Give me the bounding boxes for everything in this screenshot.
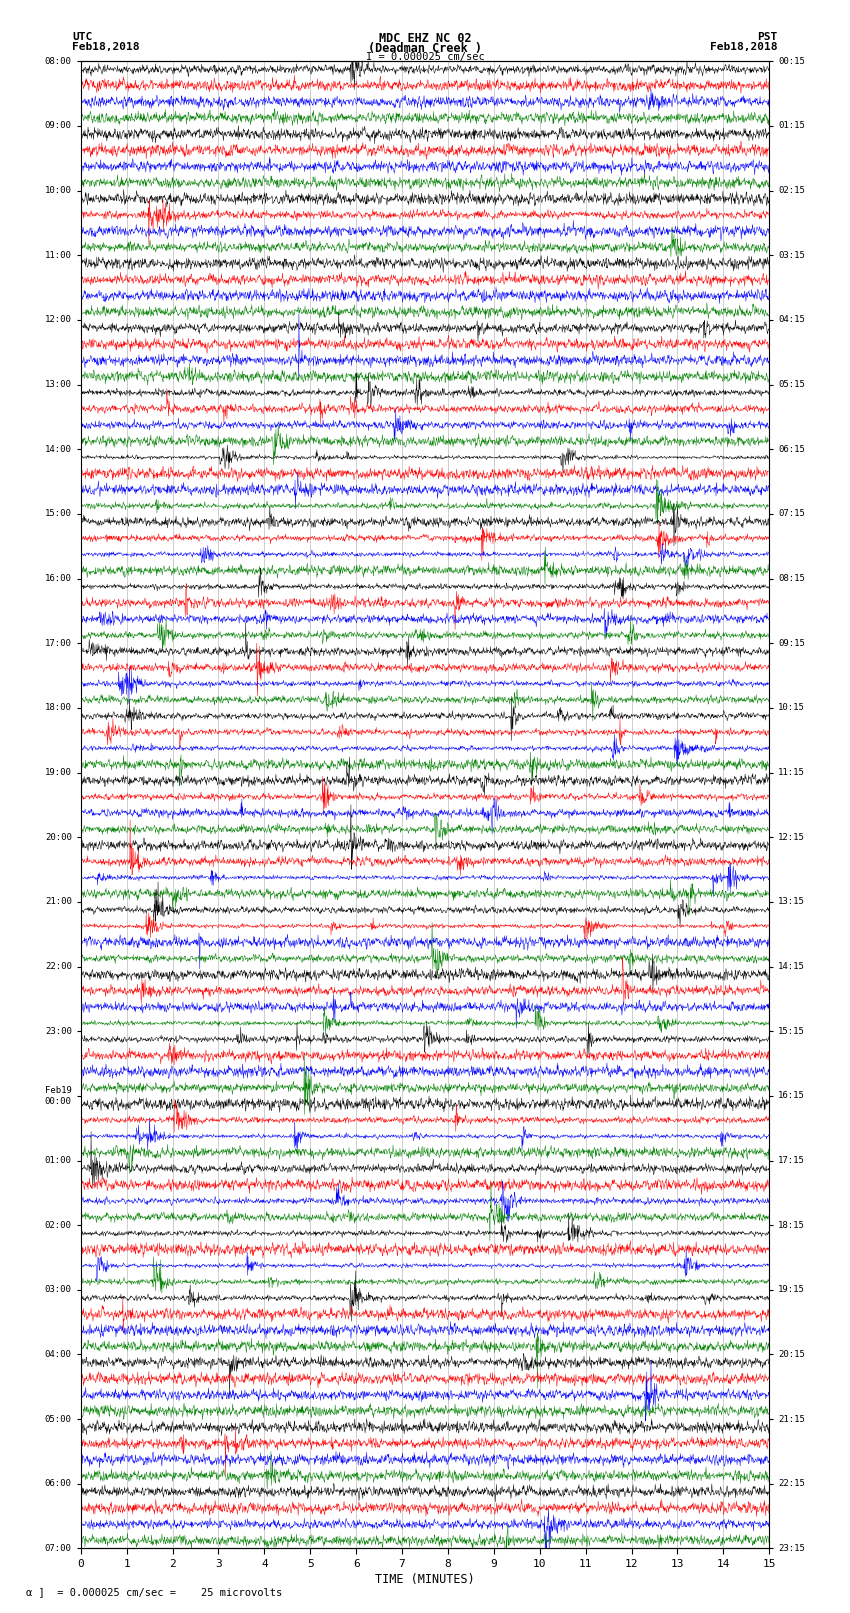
X-axis label: TIME (MINUTES): TIME (MINUTES)	[375, 1573, 475, 1586]
Text: PST: PST	[757, 32, 778, 42]
Text: Feb18,2018: Feb18,2018	[72, 42, 139, 52]
Text: Feb18,2018: Feb18,2018	[711, 42, 778, 52]
Text: α ]  = 0.000025 cm/sec =    25 microvolts: α ] = 0.000025 cm/sec = 25 microvolts	[26, 1587, 281, 1597]
Text: (Deadman Creek ): (Deadman Creek )	[368, 42, 482, 55]
Text: UTC: UTC	[72, 32, 93, 42]
Text: I = 0.000025 cm/sec: I = 0.000025 cm/sec	[366, 52, 484, 61]
Text: MDC EHZ NC 02: MDC EHZ NC 02	[379, 32, 471, 45]
